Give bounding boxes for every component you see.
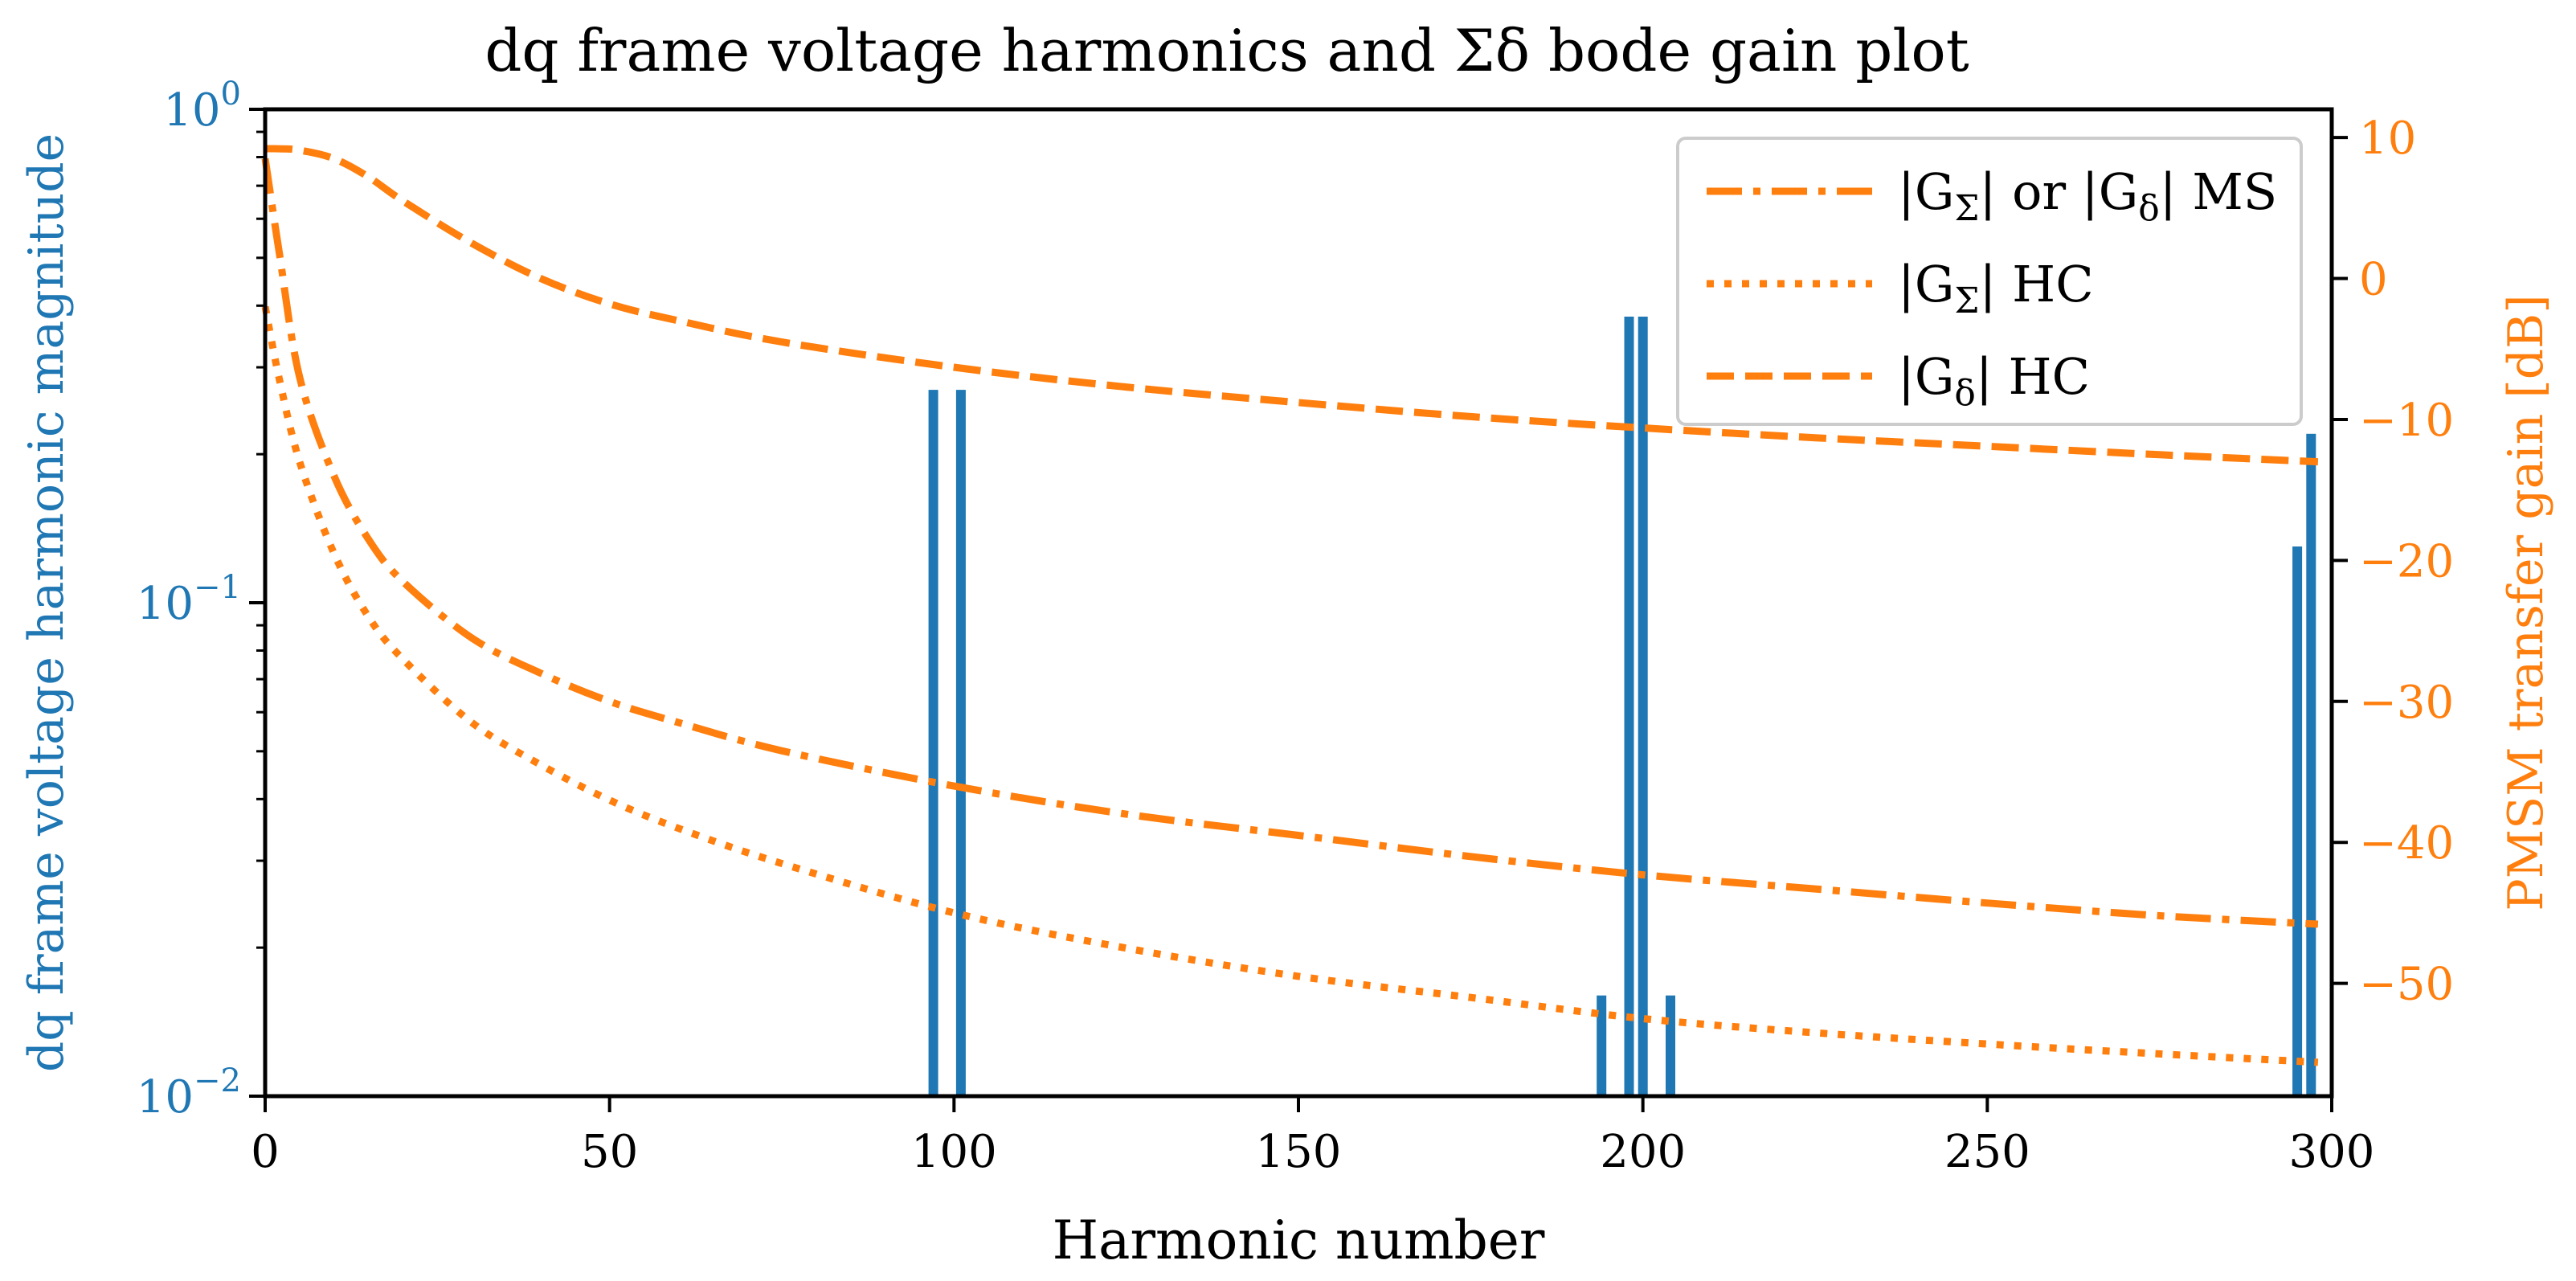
left-y-axis-label: dq frame voltage harmonic magnitude (18, 133, 75, 1072)
right-y-axis-ticks: 10 0 −10 −20 −30 −40 −50 (2332, 113, 2454, 1011)
legend-entry-ms: |GΣ| or |Gδ| MS (1898, 162, 2277, 229)
legend-entry-sigma-hc: |GΣ| HC (1898, 255, 2094, 321)
legend-entry-sigma-hc-sub: Σ (1954, 280, 1979, 321)
x-tick-label: 0 (251, 1126, 280, 1178)
right-y-tick-label: −20 (2359, 535, 2454, 587)
left-y-axis-ticks: 100 10−1 10−2 (137, 76, 265, 1123)
x-tick-label: 300 (2289, 1126, 2375, 1178)
right-y-tick-label: −30 (2359, 677, 2454, 729)
harmonic-bar (1624, 317, 1634, 1096)
harmonic-bar (2292, 546, 2303, 1096)
x-tick-label: 100 (911, 1126, 997, 1178)
legend-entry-delta-hc-suffix: | HC (1976, 347, 2090, 406)
legend-entry-ms-suffix: | MS (2160, 162, 2278, 221)
harmonic-bar (2306, 433, 2316, 1096)
x-axis-ticks: 0 50 100 150 200 250 300 (251, 1096, 2374, 1178)
left-y-axis-minor-ticks (256, 130, 265, 949)
legend-entry-delta-hc: |Gδ| HC (1898, 347, 2090, 414)
harmonic-bar (1597, 995, 1607, 1096)
right-y-axis-label: PMSM transfer gain [dB] (2498, 294, 2554, 911)
line-gain-delta-hc (264, 145, 2319, 466)
right-y-tick-label: −50 (2359, 959, 2454, 1011)
x-tick-label: 250 (1944, 1126, 2030, 1178)
x-tick-label: 150 (1256, 1126, 1342, 1178)
x-axis-label: Harmonic number (1053, 1209, 1545, 1271)
left-y-tick-label: 10−2 (137, 1062, 241, 1123)
x-tick-label: 50 (581, 1126, 638, 1178)
right-y-tick-label: −10 (2359, 395, 2454, 447)
legend-box (1676, 137, 2303, 426)
right-y-tick-label: 0 (2359, 254, 2388, 306)
harmonic-bar (928, 390, 938, 1097)
bar-series (928, 317, 2316, 1097)
x-tick-label: 200 (1600, 1126, 1686, 1178)
right-y-tick-label: 10 (2359, 113, 2416, 165)
legend-entry-ms-sub2: δ (2138, 188, 2160, 229)
legend-entry-ms-mid: | or |G (1980, 162, 2139, 221)
legend-entry-sigma-hc-suffix: | HC (1980, 255, 2094, 313)
chart-title: dq frame voltage harmonics and Σδ bode g… (485, 17, 1969, 84)
harmonic-bar (1638, 317, 1648, 1096)
legend: |GΣ| or |Gδ| MS |GΣ| HC |Gδ| HC (1676, 137, 2303, 426)
legend-entry-delta-hc-sub: δ (1954, 373, 1976, 414)
line-gain-ms (261, 158, 2319, 928)
line-gain-sigma-hc (261, 305, 2319, 1066)
right-y-tick-label: −40 (2359, 817, 2454, 870)
legend-entry-ms-sub: Σ (1954, 188, 1979, 229)
left-y-tick-label: 10−1 (137, 569, 241, 630)
legend-entry-sigma-hc-prefix: |G (1898, 255, 1954, 313)
harmonic-bar (955, 390, 966, 1097)
left-y-tick-label: 100 (163, 76, 241, 137)
line-series (261, 145, 2319, 1066)
harmonic-bar (1666, 995, 1675, 1096)
legend-entry-ms-prefix: |G (1898, 162, 1954, 221)
legend-entry-delta-hc-prefix: |G (1898, 347, 1954, 406)
